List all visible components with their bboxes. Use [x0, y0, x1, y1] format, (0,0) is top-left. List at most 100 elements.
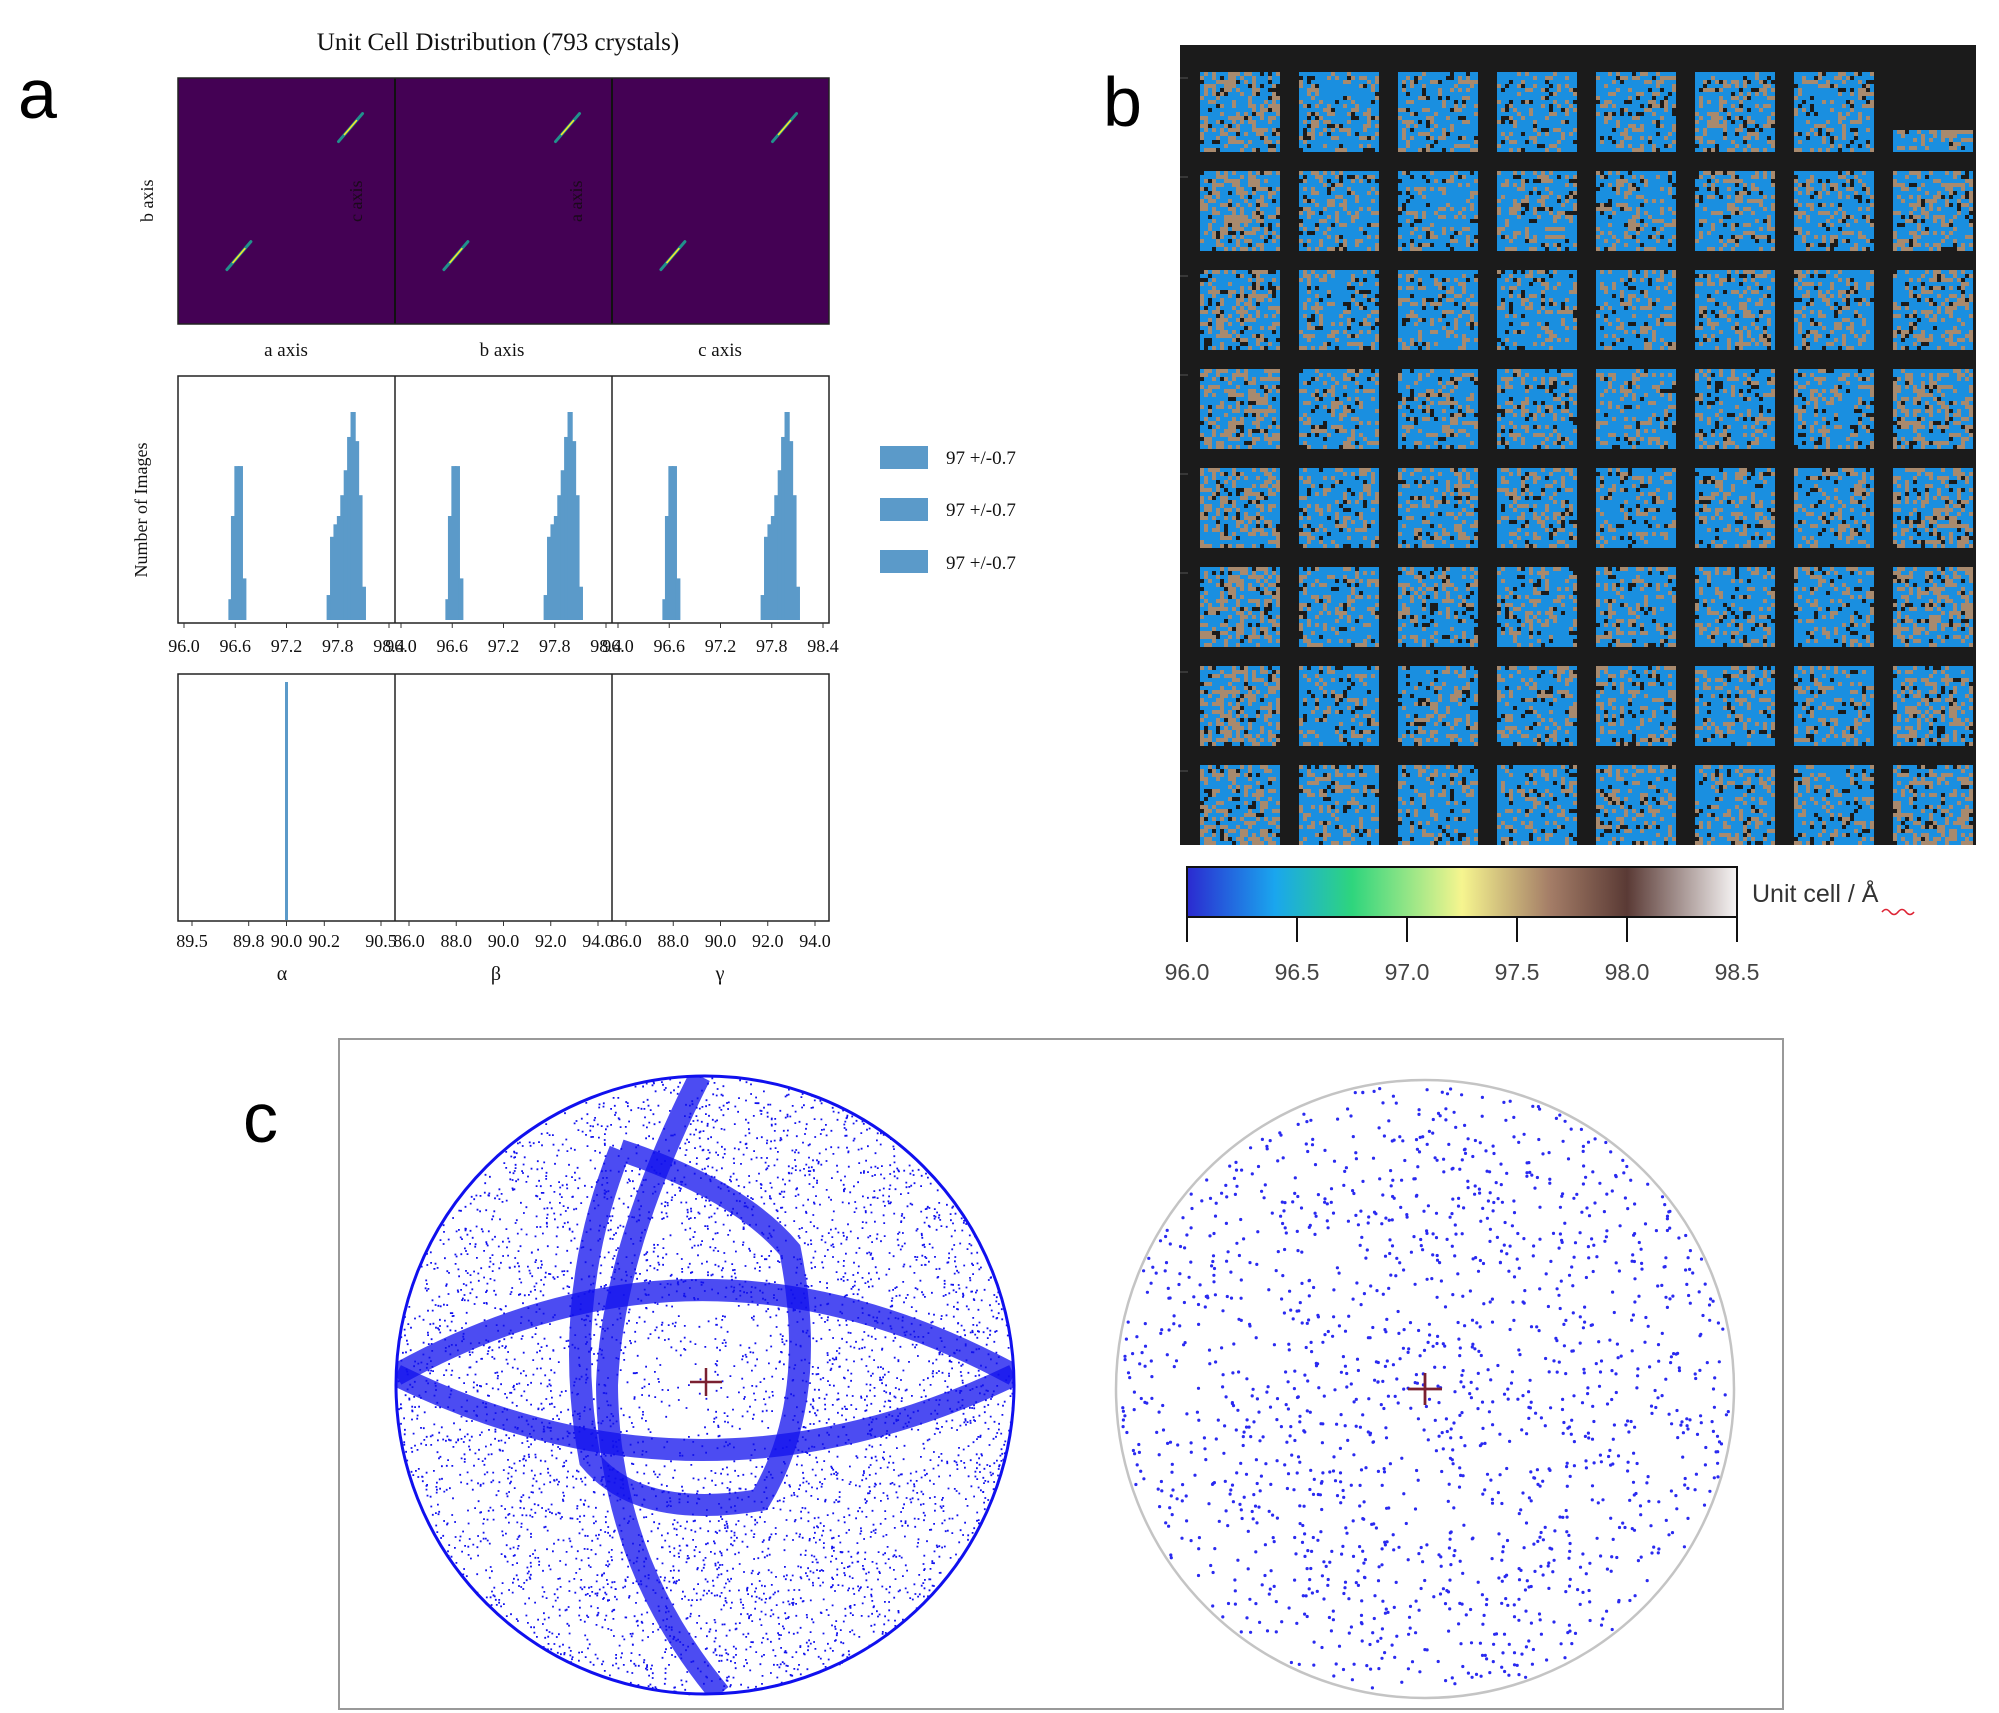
- axis-histograms: 96.0 96.6 97.2 97.8 98.496.0 96.6 97.2 97.8 98.4…: [131, 375, 839, 656]
- histogram-bar: [664, 516, 671, 620]
- detector-tile: [1299, 567, 1379, 647]
- detector-tile: [1497, 567, 1577, 647]
- panel-a-title: Unit Cell Distribution (793 crystals): [317, 29, 679, 56]
- projection-bands: [396, 1076, 1014, 1694]
- detector-tile-gaps: [1695, 369, 1771, 449]
- angle-frame: [177, 673, 830, 922]
- detector-tile-texture: [1398, 270, 1478, 350]
- histogram-bar: [577, 586, 583, 620]
- colorbar-tick-label: 97.0: [1385, 959, 1430, 985]
- panel-c: c: [243, 1038, 1784, 1710]
- detector-tile-gaps: [1200, 171, 1280, 251]
- histogram-bar: [360, 586, 366, 620]
- detector-tile-gaps: [1200, 270, 1280, 350]
- angle-histograms: 89.5 89.8 90.0 90.2 90.586.0 88.0 90.0 92.0 94.0…: [176, 673, 831, 985]
- detector-tile: [1596, 567, 1676, 647]
- detector-tile-gaps: [1200, 765, 1280, 845]
- detector-tile-gaps: [1794, 369, 1874, 449]
- histogram-bar: [671, 466, 677, 620]
- detector-tile-gaps: [1501, 765, 1577, 845]
- detector-tile: [1497, 666, 1577, 746]
- detector-tile-gaps: [1596, 72, 1676, 152]
- panel-a-letter: a: [18, 55, 57, 133]
- detector-axis-ticks: [1180, 77, 1188, 772]
- detector-tile-gaps: [1893, 765, 1973, 845]
- detector-tile-gaps: [1695, 76, 1775, 152]
- histogram-bar: [777, 470, 783, 620]
- detector-tile-gaps: [1497, 567, 1577, 647]
- detector-tile-texture: [1893, 666, 1973, 746]
- histogram-tick-label: 96.0: [602, 636, 634, 656]
- scatter-point-core: [560, 119, 575, 136]
- scatter-x-label: b axis: [480, 340, 525, 361]
- angle-tick-label: 92.0: [535, 931, 567, 951]
- angle-tick-label: 89.5: [176, 931, 208, 951]
- histogram-bar: [447, 516, 454, 620]
- detector-tile-gaps: [1398, 369, 1478, 449]
- detector-tile: [1695, 270, 1775, 350]
- histogram-bar: [458, 578, 464, 620]
- histogram-bar: [767, 524, 773, 620]
- histogram-tick-label: 97.8: [756, 636, 788, 656]
- detector-tile-texture: [1299, 666, 1379, 746]
- detector-tile: [1794, 270, 1874, 350]
- histogram-tick-label: 98.4: [807, 636, 839, 656]
- histogram-legend: 97 +/-0.7 97 +/-0.7 97 +/-0.7: [880, 446, 1016, 574]
- detector-tile: [1596, 468, 1676, 548]
- histogram-bar: [543, 595, 549, 620]
- detector-tile: [1794, 171, 1874, 251]
- histogram-tick-label: 98.4: [373, 636, 405, 656]
- stereographic-projection-sparse: [1114, 1078, 1736, 1700]
- detector-tile-texture: [1299, 171, 1379, 251]
- angle-tick-label: 90.2: [309, 931, 341, 951]
- scatter-point-core: [449, 247, 463, 264]
- histogram-tick-label: 96.6: [654, 636, 686, 656]
- projection-band: [595, 1076, 729, 1694]
- detector-tile-gaps: [1794, 769, 1874, 845]
- histogram-bar: [564, 436, 570, 620]
- detector-tile-texture: [1695, 567, 1775, 647]
- detector-tile-gaps: [1299, 765, 1379, 845]
- histogram-bar: [668, 466, 674, 620]
- detector-tile-gaps: [1501, 80, 1577, 152]
- detector-tile: [1398, 270, 1478, 350]
- detector-tile-texture: [1897, 130, 1973, 150]
- scatter-y-label: b axis: [137, 180, 157, 223]
- histogram-bar: [774, 495, 780, 620]
- histogram-bar: [241, 578, 247, 620]
- histogram-bar: [350, 412, 356, 620]
- detector-tile-gaps: [1897, 171, 1973, 251]
- detector-tile: [1398, 468, 1478, 548]
- angle-tick-label: 90.5: [365, 931, 397, 951]
- detector-tile: [1695, 171, 1775, 251]
- histogram-bar: [330, 536, 336, 620]
- detector-tile: [1299, 171, 1379, 251]
- angle-tick-label: 88.0: [441, 931, 473, 951]
- detector-tile-texture: [1497, 666, 1577, 746]
- detector-tile-gaps: [1794, 670, 1870, 746]
- detector-tile: [1596, 369, 1676, 449]
- detector-tile-texture: [1695, 765, 1775, 845]
- scatter-plot-area: [178, 78, 829, 324]
- legend-swatch: [880, 498, 928, 521]
- detector-tile-gaps: [1596, 171, 1676, 251]
- detector-tile-gaps: [1905, 130, 1965, 150]
- histogram-bar: [454, 466, 460, 620]
- detector-tile: [1398, 369, 1478, 449]
- colorbar-tick-label: 96.5: [1275, 959, 1320, 985]
- histogram-tick-label: 96.6: [220, 636, 252, 656]
- detector-tile: [1893, 666, 1973, 746]
- detector-tile-gaps: [1695, 769, 1771, 845]
- angle-x-label: β: [491, 963, 501, 985]
- detector-tile: [1695, 765, 1775, 845]
- detector-tile-gaps: [1699, 666, 1775, 746]
- angle-tick-label: 90.0: [705, 931, 737, 951]
- histogram-bar: [787, 441, 794, 620]
- detector-tile: [1794, 72, 1874, 152]
- histogram-bar: [760, 595, 766, 620]
- histogram-tick-label: 96.0: [385, 636, 417, 656]
- detector-tile: [1596, 666, 1676, 746]
- angle-x-label: α: [277, 963, 288, 985]
- angle-tick-label: 94.0: [582, 931, 614, 951]
